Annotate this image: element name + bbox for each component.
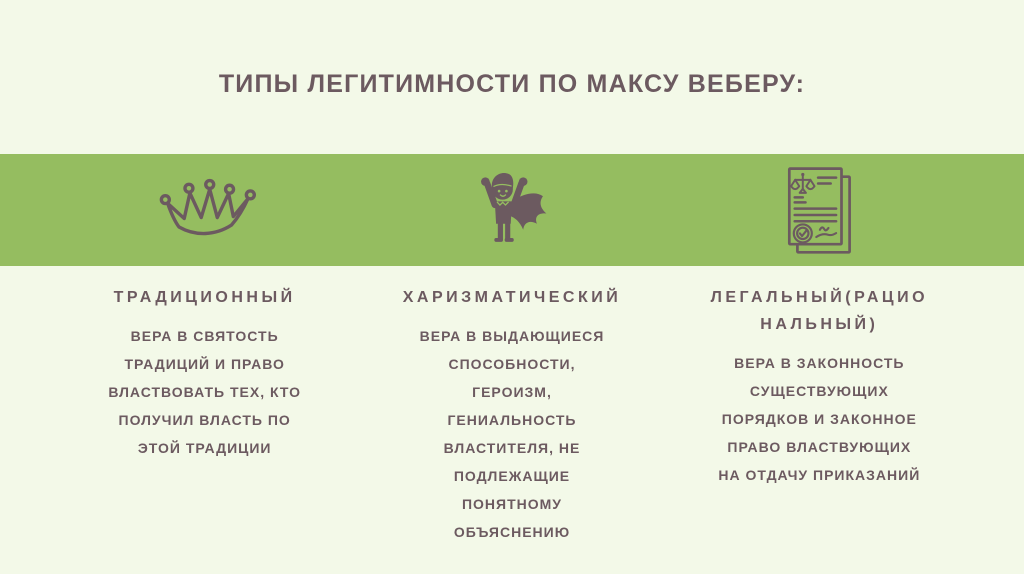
slide-title: ТИПЫ ЛЕГИТИМНОСТИ ПО МАКСУ ВЕБЕРУ: [218,70,806,98]
crown-icon [159,178,256,236]
band-cell-legal [666,154,973,266]
column-header-charismatic: ХАРИЗМАТИЧЕСКИЙ [402,289,622,306]
column-header-traditional: ТРАДИЦИОННЫЙ [113,289,296,306]
band-cell-charismatic [358,154,665,266]
superhero-icon [481,172,547,242]
column-charismatic: ХАРИЗМАТИЧЕСКИЙ ВЕРА В ВЫДАЮЩИЕСЯ СПОСОБ… [358,284,665,546]
legal-document-icon [788,167,852,254]
column-body-charismatic: ВЕРА В ВЫДАЮЩИЕСЯ СПОСОБНОСТИ, ГЕРОИЗМ, … [419,328,605,540]
column-legal: ЛЕГАЛЬНЫЙ(РАЦИО НАЛЬНЫЙ) ВЕРА В ЗАКОННОС… [666,284,973,546]
column-header-legal: ЛЕГАЛЬНЫЙ(РАЦИО НАЛЬНЫЙ) [710,289,929,333]
icon-band [0,154,1024,266]
band-cell-traditional [51,154,358,266]
column-body-legal: ВЕРА В ЗАКОННОСТЬ СУЩЕСТВУЮЩИХ ПОРЯДКОВ … [718,355,921,483]
columns-section: ТРАДИЦИОННЫЙ ВЕРА В СВЯТОСТЬ ТРАДИЦИЙ И … [0,284,1024,546]
column-traditional: ТРАДИЦИОННЫЙ ВЕРА В СВЯТОСТЬ ТРАДИЦИЙ И … [51,284,358,546]
column-body-traditional: ВЕРА В СВЯТОСТЬ ТРАДИЦИЙ И ПРАВО ВЛАСТВО… [108,328,301,456]
